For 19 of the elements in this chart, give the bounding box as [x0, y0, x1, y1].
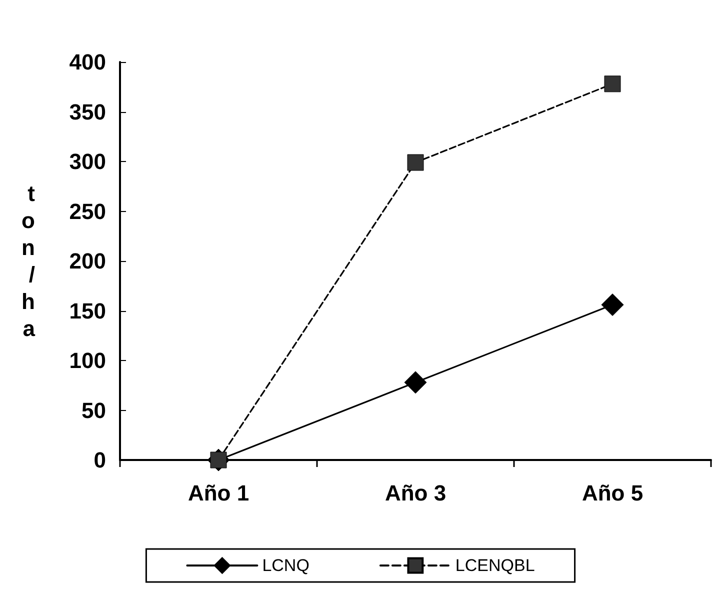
- y-axis-title: ton/ha: [22, 181, 36, 341]
- point: [604, 76, 621, 92]
- legend-label: LCNQ: [262, 556, 310, 575]
- y-tick-label: 150: [69, 298, 106, 324]
- x-tick-label: Año 5: [582, 480, 644, 506]
- y-tick-label: 50: [82, 398, 106, 423]
- y-tick-label: 350: [69, 99, 106, 124]
- x-tick-label: Año 3: [384, 480, 446, 506]
- point: [404, 371, 427, 394]
- y-tick-label: 250: [69, 198, 106, 224]
- x-tick-label: Año 1: [188, 480, 250, 506]
- y-tick-label: 0: [94, 448, 106, 472]
- legend-label: LCENQBL: [455, 556, 535, 575]
- point: [601, 294, 624, 316]
- y-tick-label: 400: [69, 50, 106, 74]
- y-tick-label: 300: [69, 149, 106, 174]
- y-tick-label: 200: [69, 248, 106, 274]
- point: [407, 154, 424, 171]
- y-tick-label: 100: [69, 348, 106, 373]
